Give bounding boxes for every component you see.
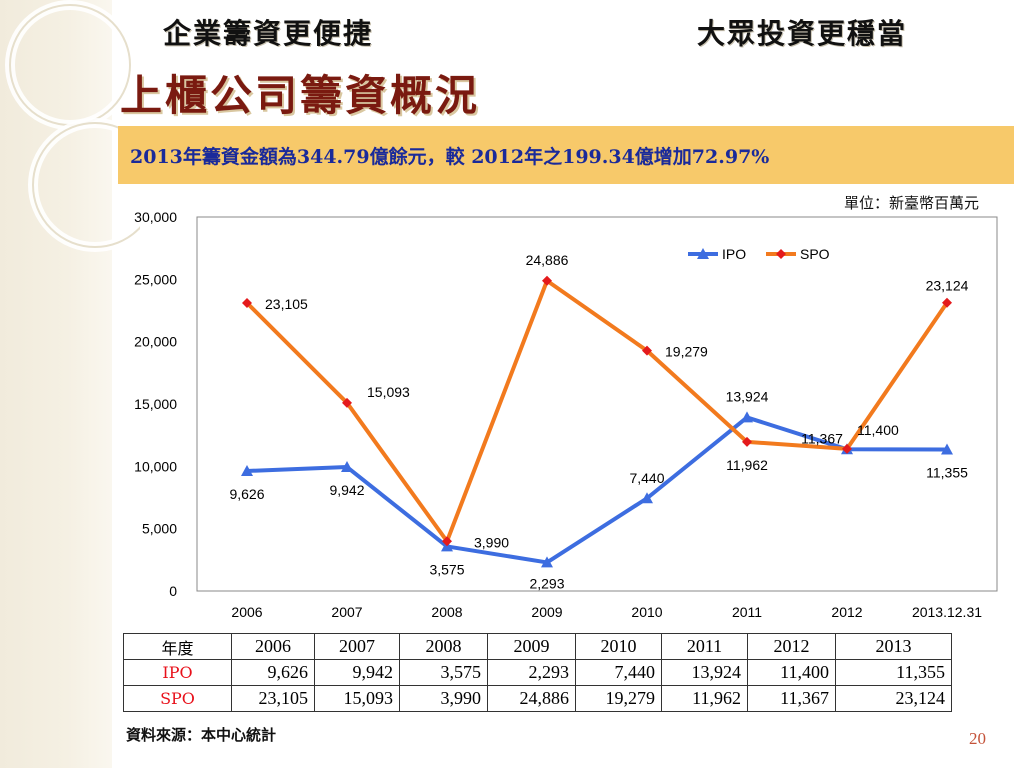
table-cell: 19,279: [575, 685, 662, 712]
table-cell: 7,440: [575, 659, 662, 686]
table-cell: 3,575: [399, 659, 488, 686]
table-header-cell: 2006: [231, 633, 315, 660]
legend-label-ipo: IPO: [722, 246, 746, 262]
y-tick-label: 15,000: [134, 396, 177, 412]
table-cell: 23,124: [835, 685, 952, 712]
legend-label-spo: SPO: [800, 246, 830, 262]
table-cell: 9,942: [314, 659, 400, 686]
table-row-ipo: IPO 9,626 9,942 3,575 2,293 7,440 13,924…: [123, 659, 952, 686]
x-tick-label: 2012: [831, 604, 862, 620]
table-row-label: IPO: [123, 659, 232, 686]
ipo-data-label: 11,355: [926, 464, 968, 480]
spo-point: [942, 297, 952, 308]
y-tick-label: 0: [169, 583, 177, 599]
y-axis: 0 5,000 10,000 15,000 20,000 25,000 30,000: [134, 209, 177, 599]
table-row-label: SPO: [123, 685, 232, 712]
table-header-cell: 2010: [575, 633, 662, 660]
table-cell: 9,626: [231, 659, 315, 686]
x-tick-label: 2011: [732, 604, 762, 620]
x-tick-label: 2008: [431, 604, 462, 620]
spo-data-label: 23,124: [926, 278, 969, 294]
table-header-cell: 2012: [747, 633, 836, 660]
data-table: 年度 2006 2007 2008 2009 2010 2011 2012 20…: [123, 633, 952, 712]
unit-label: 單位：新臺幣百萬元: [843, 194, 979, 212]
summary-text: 2013年籌資金額為344.79億餘元，較 2012年之199.34億增加72.…: [130, 145, 770, 168]
x-tick-label: 2006: [231, 604, 262, 620]
spo-point: [642, 345, 652, 356]
table-header-cell: 年度: [123, 633, 232, 660]
spo-point: [542, 275, 552, 286]
ipo-point: [641, 492, 653, 504]
ipo-data-label: 2,293: [529, 575, 564, 591]
spo-data-label: 19,279: [665, 344, 708, 360]
legend-marker-spo: [776, 249, 786, 259]
spo-data-label: 24,886: [526, 252, 569, 268]
ipo-point: [941, 443, 953, 455]
data-source-note: 資料來源：本中心統計: [126, 726, 277, 744]
ipo-data-label: 13,924: [726, 388, 769, 404]
table-row-spo: SPO 23,105 15,093 3,990 24,886 19,279 11…: [123, 685, 952, 712]
table-header-cell: 2011: [661, 633, 748, 660]
spo-point: [242, 297, 252, 308]
table-cell: 15,093: [314, 685, 400, 712]
ipo-point: [741, 411, 753, 423]
summary-banner: 2013年籌資金額為344.79億餘元，較 2012年之199.34億增加72.…: [118, 126, 1014, 184]
page-title: 上櫃公司籌資概況: [120, 71, 481, 120]
table-header-cell: 2007: [314, 633, 400, 660]
spo-point: [742, 436, 752, 447]
table-cell: 23,105: [231, 685, 315, 712]
series-line-ipo: [246, 415, 948, 565]
legend-marker-ipo: [697, 248, 709, 259]
x-tick-label: 2009: [531, 604, 562, 620]
x-tick-label: 2010: [631, 604, 662, 620]
slogan-left: 企業籌資更便捷: [163, 17, 374, 50]
table-cell: 11,962: [661, 685, 748, 712]
spo-data-label: 3,990: [474, 534, 509, 550]
table-cell: 2,293: [487, 659, 576, 686]
table-header-cell: 2008: [399, 633, 488, 660]
ipo-data-label: 7,440: [629, 470, 664, 486]
table-header-row: 年度 2006 2007 2008 2009 2010 2011 2012 20…: [123, 633, 952, 660]
ipo-data-label: 9,626: [229, 486, 264, 502]
table-cell: 11,400: [747, 659, 836, 686]
y-tick-label: 10,000: [134, 458, 177, 474]
series-line-spo: [245, 278, 949, 544]
ipo-data-label: 9,942: [329, 482, 364, 498]
table-header-cell: 2013: [835, 633, 952, 660]
decorative-circles: [5, 0, 140, 252]
y-tick-label: 30,000: [134, 209, 177, 225]
slogan-right: 大眾投資更穩當: [697, 17, 908, 50]
table-cell: 11,355: [835, 659, 952, 686]
ipo-point: [541, 556, 553, 568]
y-tick-label: 25,000: [134, 271, 177, 287]
spo-point: [842, 443, 852, 454]
table-cell: 3,990: [399, 685, 488, 712]
table-cell: 11,367: [747, 685, 836, 712]
ipo-point: [241, 464, 253, 476]
table-header-cell: 2009: [487, 633, 576, 660]
table-cell: 24,886: [487, 685, 576, 712]
ipo-data-label: 11,367: [801, 430, 843, 446]
spo-data-label: 11,400: [857, 422, 899, 438]
spo-data-label: 23,105: [265, 296, 308, 312]
y-tick-label: 20,000: [134, 334, 177, 350]
table-cell: 13,924: [661, 659, 748, 686]
line-chart: 0 5,000 10,000 15,000 20,000 25,000 30,000 200…: [134, 209, 998, 620]
spo-point: [442, 536, 452, 547]
series-layer: 9,626 9,942 3,575 2,293 7,440 13,924 11,367 11,…: [229, 252, 968, 592]
spo-data-label: 11,962: [726, 457, 768, 473]
legend: IPO SPO: [688, 246, 830, 262]
spo-point: [342, 397, 352, 408]
page-number: 20: [969, 729, 986, 748]
x-axis: 2006 2007 2008 2009 2010 2011 2012 2013.12.31: [231, 604, 982, 620]
ipo-data-label: 3,575: [429, 561, 464, 577]
x-tick-label: 2007: [331, 604, 362, 620]
x-tick-label: 2013.12.31: [912, 604, 982, 620]
y-tick-label: 5,000: [142, 521, 177, 537]
ipo-point: [341, 461, 353, 473]
spo-data-label: 15,093: [367, 384, 410, 400]
